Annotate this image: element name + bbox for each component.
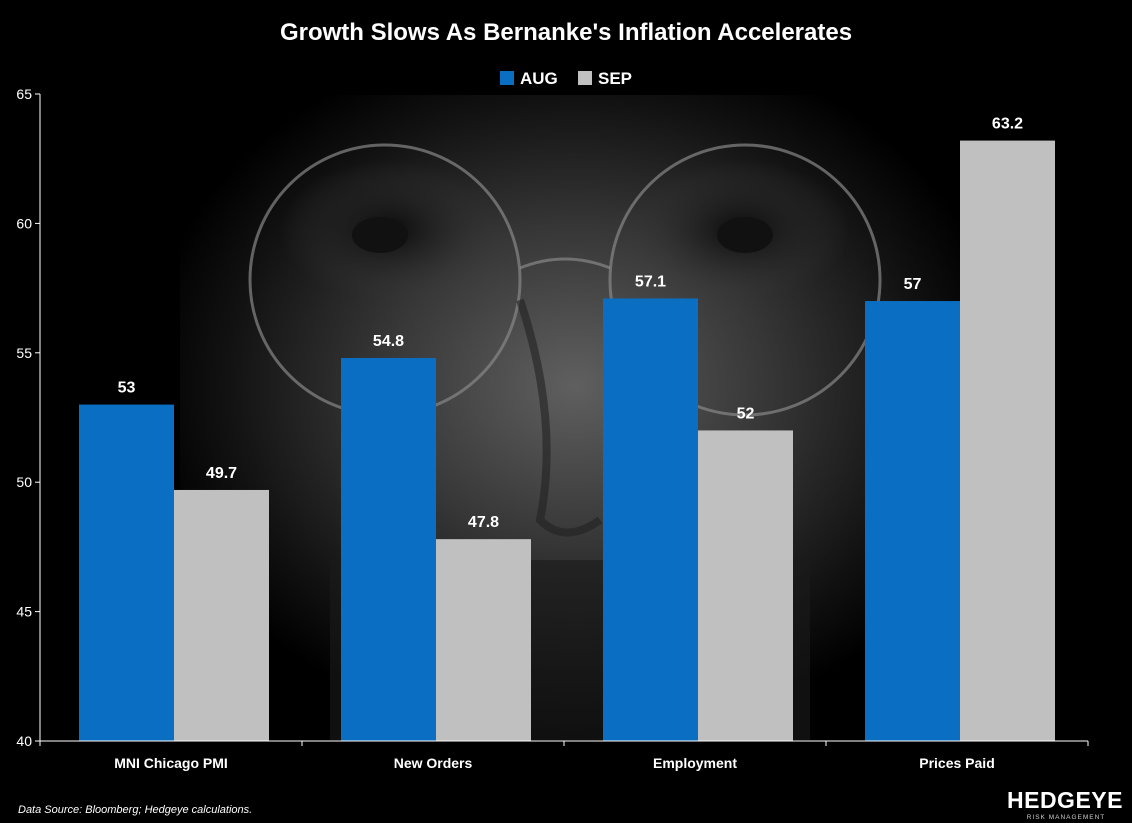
y-tick-label: 65	[16, 86, 32, 102]
x-tick-marks	[39, 741, 1089, 746]
data-label-sep-employment: 52	[737, 405, 755, 422]
bar-aug-prices-paid	[865, 301, 960, 741]
data-label-aug-prices-paid: 57	[904, 276, 922, 293]
legend: AUG SEP	[500, 69, 632, 88]
data-labels: 53 49.7 54.8 47.8 57.1 52 57 63.2	[118, 116, 1024, 532]
x-axis-labels: MNI Chicago PMI New Orders Employment Pr…	[114, 755, 995, 771]
bars-group	[79, 140, 1055, 742]
face-photo-icon	[180, 95, 970, 740]
data-label-sep-prices-paid: 63.2	[992, 116, 1023, 133]
bar-aug-new-orders	[341, 357, 436, 741]
bar-aug-mni-chicago-pmi	[79, 404, 174, 741]
y-tick-marks	[35, 93, 40, 742]
y-axis-ticks: 40 45 50 55 60 65	[16, 86, 32, 749]
bar-sep-new-orders	[436, 539, 531, 741]
legend-swatch-sep	[578, 71, 592, 85]
y-tick-label: 45	[16, 604, 32, 620]
bar-sep-prices-paid	[960, 140, 1055, 742]
x-tick-label: New Orders	[394, 755, 473, 771]
legend-swatch-aug	[500, 71, 514, 85]
data-label-sep-new-orders: 47.8	[468, 514, 499, 531]
x-tick-label: Employment	[653, 755, 737, 771]
bar-aug-employment	[603, 298, 698, 741]
x-tick-label: Prices Paid	[919, 755, 995, 771]
y-tick-label: 55	[16, 345, 32, 361]
logo-tagline: RISK MANAGEMENT	[1027, 814, 1106, 821]
data-label-aug-mni-chicago-pmi: 53	[118, 380, 136, 397]
y-tick-label: 40	[16, 733, 32, 749]
data-label-aug-new-orders: 54.8	[373, 333, 404, 350]
data-label-sep-mni-chicago-pmi: 49.7	[206, 465, 237, 482]
logo-name: HEDGEYE	[1007, 787, 1123, 813]
hedgeye-logo: HEDGEYE RISK MANAGEMENT	[1007, 787, 1123, 821]
bar-sep-mni-chicago-pmi	[174, 489, 269, 741]
y-tick-label: 60	[16, 215, 32, 231]
legend-label-sep: SEP	[598, 69, 632, 88]
data-label-aug-employment: 57.1	[635, 273, 666, 290]
y-tick-label: 50	[16, 474, 32, 490]
bar-sep-employment	[698, 430, 793, 741]
legend-label-aug: AUG	[520, 69, 558, 88]
x-tick-label: MNI Chicago PMI	[114, 755, 228, 771]
chart-title: Growth Slows As Bernanke's Inflation Acc…	[280, 19, 852, 46]
data-source-note: Data Source: Bloomberg; Hedgeye calculat…	[18, 804, 252, 816]
